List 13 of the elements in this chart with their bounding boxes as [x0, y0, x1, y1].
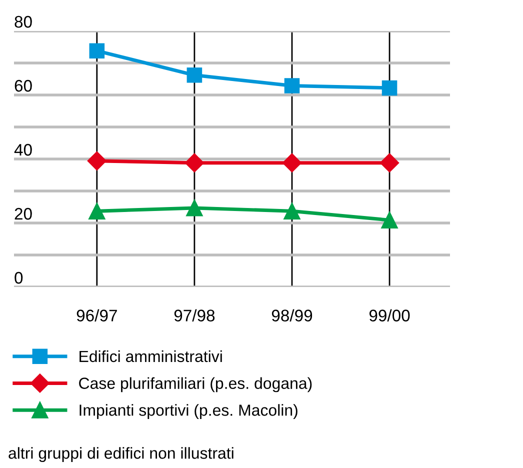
legend-label: Edifici amministrativi — [80, 350, 222, 362]
x-tick-label: 97/98 — [174, 309, 215, 322]
x-tick-label: 99/00 — [369, 309, 410, 322]
legend-label: Case plurifamiliari (p.es. dogana) — [79, 377, 312, 392]
legend-label: Impianti sportivi (p.es. Macolin) — [80, 404, 298, 419]
y-tick-label: 80 — [14, 16, 32, 28]
x-tick-label: 98/99 — [272, 309, 312, 322]
x-tick-label: 96/97 — [76, 309, 117, 322]
y-tick-label: 60 — [14, 80, 32, 92]
y-tick-label: 0 — [14, 272, 23, 284]
y-tick-label: 20 — [14, 208, 32, 220]
text: altri gruppi di edifici non illustrati — [8, 447, 234, 462]
y-tick-label: 40 — [14, 144, 32, 156]
